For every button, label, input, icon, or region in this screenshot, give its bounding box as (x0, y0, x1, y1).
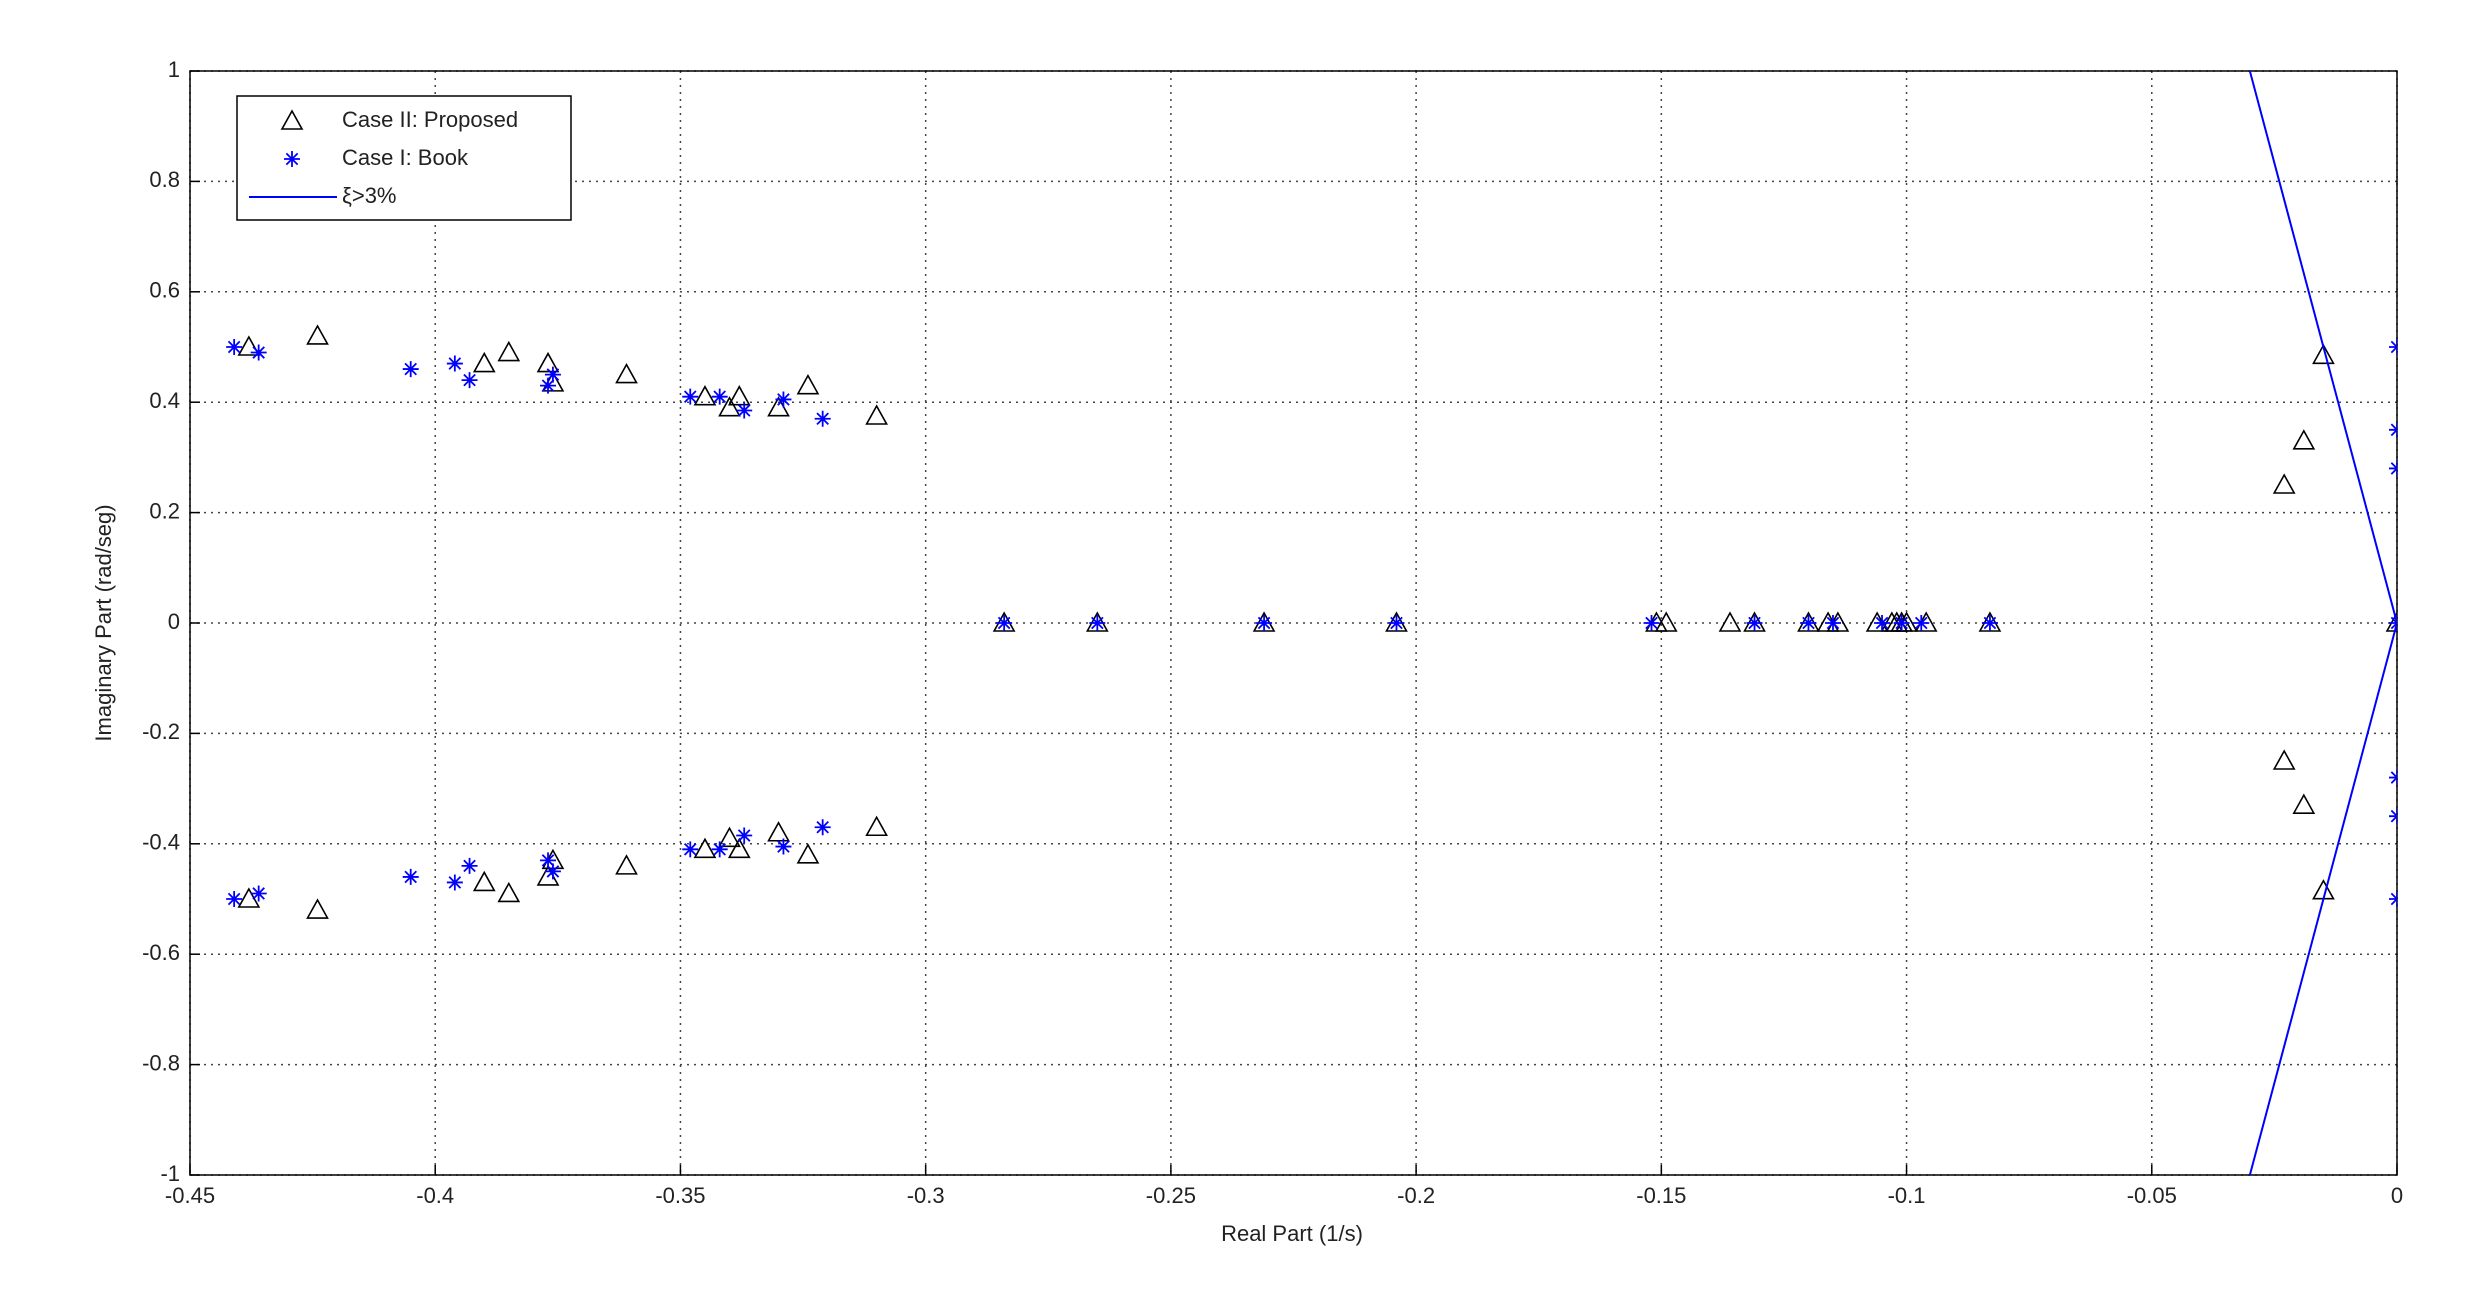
star-marker (1388, 615, 1405, 631)
x-tick-label: -0.35 (655, 1183, 705, 1208)
star-marker (775, 391, 792, 408)
star-marker (1981, 615, 1998, 631)
star-marker (1893, 615, 1910, 631)
y-tick-label: 0.4 (149, 388, 180, 413)
x-axis-label: Real Part (1/s) (1221, 1221, 1363, 1246)
star-marker (736, 402, 753, 419)
star-marker (711, 388, 728, 405)
y-tick-label: -0.4 (142, 830, 180, 855)
x-tick-label: -0.45 (165, 1183, 215, 1208)
star-marker (1913, 615, 1930, 631)
star-marker (682, 388, 699, 405)
triangle-marker (497, 340, 521, 362)
star-marker (544, 366, 561, 383)
x-tick-label: -0.1 (1888, 1183, 1926, 1208)
star-marker (402, 361, 419, 378)
star-marker (1824, 615, 1841, 631)
triangle-marker (472, 870, 496, 892)
y-tick-label: -0.6 (142, 940, 180, 965)
star-marker (402, 868, 419, 885)
star-marker (284, 151, 300, 167)
star-marker (446, 874, 463, 891)
y-tick-label: 0.6 (149, 278, 180, 303)
triangle-marker (718, 396, 741, 417)
damping-line (2248, 71, 2397, 1175)
star-marker (226, 339, 243, 355)
triangle-marker (472, 351, 496, 373)
x-tick-label: -0.4 (416, 1183, 454, 1208)
star-marker (250, 885, 267, 902)
triangle-marker (615, 362, 638, 384)
x-tick-label: -0.3 (907, 1183, 945, 1208)
y-tick-label: -1 (160, 1161, 180, 1186)
triangle-marker (1718, 611, 1742, 632)
triangle-marker (693, 837, 717, 859)
y-tick-label: 0 (168, 609, 180, 634)
star-marker (814, 410, 831, 427)
star-marker (775, 838, 792, 855)
x-tick-label: -0.2 (1397, 1183, 1435, 1208)
star-marker (544, 863, 561, 880)
star-marker (540, 377, 557, 394)
triangle-marker (1654, 611, 1678, 632)
plot-area (226, 71, 2397, 1175)
triangle-marker (796, 373, 820, 395)
star-marker (996, 615, 1013, 631)
star-marker (461, 857, 478, 874)
triangle-marker (615, 854, 638, 875)
triangle-marker (306, 898, 329, 919)
triangle-marker (2312, 343, 2335, 365)
star-marker (1874, 615, 1891, 631)
triangle-marker (237, 335, 261, 356)
triangle-marker (2385, 611, 2397, 632)
triangle-marker (2292, 793, 2316, 814)
triangle-marker (2272, 473, 2296, 494)
y-tick-label: 0.2 (149, 498, 180, 523)
triangle-marker (2292, 429, 2316, 450)
triangle-marker (727, 837, 751, 859)
star-marker (682, 841, 699, 858)
star-marker (1746, 615, 1763, 631)
triangle-marker (865, 815, 888, 837)
star-marker (736, 827, 753, 844)
triangle-marker (497, 881, 521, 903)
star-marker (814, 819, 831, 836)
legend-label: Case II: Proposed (342, 107, 518, 132)
triangle-marker (536, 351, 560, 373)
x-tick-label: -0.05 (2127, 1183, 2177, 1208)
star-marker (1800, 615, 1817, 631)
y-tick-label: 1 (168, 57, 180, 82)
star-marker (540, 852, 557, 869)
star-marker (461, 372, 478, 389)
triangle-marker (2272, 749, 2296, 770)
y-axis-label: Imaginary Part (rad/seg) (91, 504, 116, 741)
star-marker (250, 344, 267, 361)
triangle-marker (693, 385, 717, 406)
y-tick-label: -0.8 (142, 1050, 180, 1075)
star-marker (1089, 615, 1106, 631)
x-tick-label: -0.25 (1146, 1183, 1196, 1208)
y-tick-label: 0.8 (149, 167, 180, 192)
star-marker (226, 891, 243, 907)
star-marker (446, 355, 463, 372)
triangle-marker (306, 324, 329, 345)
legend-label: ξ>3% (342, 183, 397, 208)
triangle-marker (865, 404, 888, 425)
x-tick-label: -0.15 (1636, 1183, 1686, 1208)
star-marker (1643, 615, 1660, 631)
x-tick-label: 0 (2391, 1183, 2403, 1208)
triangle-marker (718, 826, 741, 848)
star-marker (711, 841, 728, 858)
y-tick-label: -0.2 (142, 719, 180, 744)
triangle-marker (280, 109, 304, 130)
star-marker (1256, 615, 1273, 631)
triangle-marker (796, 843, 820, 864)
legend-label: Case I: Book (342, 145, 469, 170)
